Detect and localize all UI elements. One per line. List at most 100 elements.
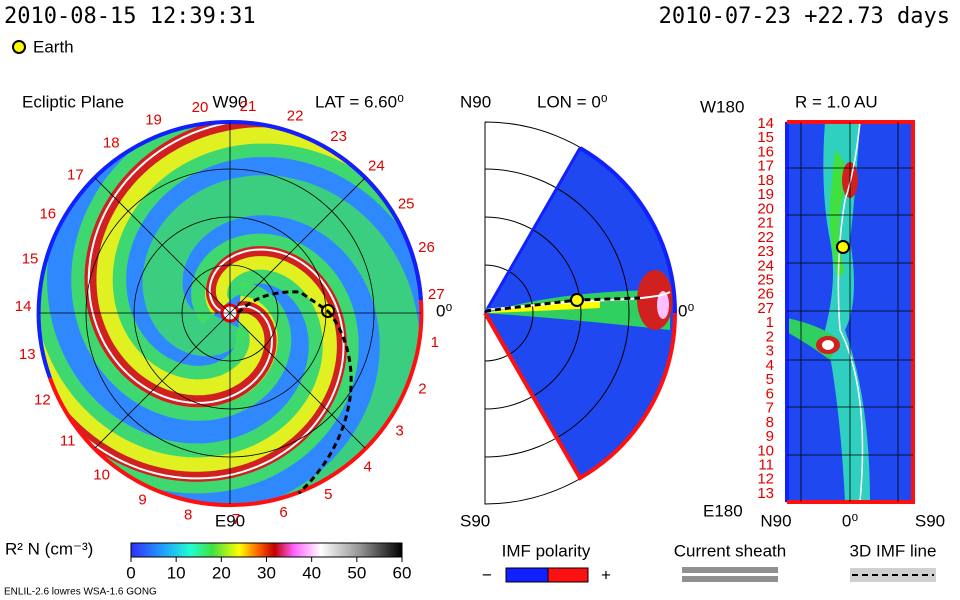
day-label: 20	[757, 200, 774, 217]
colorbar-label: R² N (cm⁻³)	[5, 539, 93, 558]
day-label: 22	[287, 107, 304, 124]
polarity-arc-neg-2	[229, 119, 423, 301]
polarity-pos	[483, 312, 678, 481]
day-label: 17	[757, 158, 774, 175]
day-label: 14	[757, 115, 774, 132]
polarity-neg	[578, 146, 678, 314]
day-label: 24	[368, 158, 385, 175]
day-label: 11	[60, 432, 76, 449]
spiral-band	[39, 122, 345, 480]
day-label: 15	[757, 129, 774, 146]
polarity-pos-swatch	[547, 567, 589, 583]
day-label: 2	[418, 380, 426, 397]
day-label: 7	[232, 511, 240, 528]
day-label: 2	[766, 328, 774, 345]
azimuth-line	[94, 312, 231, 449]
azimuth-line	[94, 177, 231, 314]
polarity-minus: −	[482, 565, 492, 584]
day-label: 13	[19, 346, 36, 363]
polarity-edge	[483, 147, 582, 314]
x-right: S90	[915, 511, 945, 530]
right-label: 0⁰	[678, 301, 694, 320]
day-label: 8	[766, 414, 774, 431]
day-label: 23	[757, 243, 774, 260]
day-label: 9	[766, 428, 774, 445]
day-label: 4	[363, 459, 371, 476]
bottom-left: S90	[460, 511, 490, 530]
day-label: 7	[766, 400, 774, 417]
current-sheath	[837, 122, 864, 502]
day-label: 26	[757, 286, 774, 303]
top-left: W180	[700, 97, 744, 116]
x-mid: 0⁰	[842, 511, 858, 530]
day-label: 21	[757, 215, 774, 232]
spiral-band	[39, 122, 347, 482]
day-label: 24	[757, 257, 774, 274]
colorbar-tick-label: 30	[257, 563, 276, 582]
day-label: 18	[757, 172, 774, 189]
blob-white	[822, 340, 834, 350]
right-label: 0⁰	[436, 301, 452, 320]
day-label: 15	[22, 250, 39, 267]
datetime: 2010-08-15 12:39:31	[4, 4, 256, 29]
meridional-panel: N90 LON = 0⁰ S90 0⁰	[460, 92, 694, 530]
day-label: 12	[34, 391, 51, 408]
top-label: W90	[213, 92, 248, 111]
day-label: 3	[395, 423, 403, 440]
day-label: 22	[757, 229, 774, 246]
ecliptic-panel: Ecliptic Plane W90 LAT = 6.60⁰ E90 0⁰ 12…	[15, 92, 453, 530]
day-label: 19	[757, 186, 774, 203]
day-label: 6	[766, 385, 774, 402]
day-label: 13	[757, 485, 774, 502]
day-label: 11	[758, 457, 774, 474]
polarity-neg-swatch	[505, 567, 549, 583]
reference-time: 2010-07-23 +22.73 days	[659, 4, 950, 29]
imf-line	[297, 310, 353, 495]
day-label: 6	[279, 504, 287, 521]
earth-legend: Earth	[33, 37, 74, 56]
x-left: N90	[760, 511, 791, 530]
colorbar-tick-label: 50	[347, 563, 366, 582]
day-label: 4	[766, 357, 774, 374]
day-label: 26	[418, 239, 435, 256]
current-sheath-title: Current sheath	[674, 541, 786, 560]
footer: ENLIL-2.6 lowres WSA-1.6 GONG	[4, 587, 157, 598]
day-label: 10	[757, 442, 774, 459]
day-label: 8	[184, 507, 192, 524]
day-label: 19	[145, 112, 162, 129]
day-label: 25	[757, 272, 774, 289]
day-label: 1	[766, 314, 774, 331]
colorbar-scale	[130, 542, 403, 558]
top-left: N90	[460, 92, 491, 111]
colorbar-tick-label: 0	[126, 563, 135, 582]
day-label: 17	[67, 166, 84, 183]
day-label: 12	[757, 471, 774, 488]
colorbar-tick-label: 60	[393, 563, 412, 582]
day-label: 16	[757, 143, 774, 160]
earth	[836, 240, 850, 254]
day-label: 10	[93, 466, 110, 483]
density-bands	[39, 122, 421, 504]
day-label: 23	[330, 128, 347, 145]
day-label: 20	[192, 99, 209, 116]
earth-icon	[12, 40, 26, 54]
colorbar-tick-label: 40	[302, 563, 321, 582]
day-label: 1	[431, 334, 439, 351]
day-label: 27	[428, 286, 445, 303]
day-label: 18	[103, 134, 120, 151]
earth	[570, 293, 584, 307]
bottom-label: E90	[215, 511, 245, 530]
colorbar-tick-label: 10	[167, 563, 186, 582]
radial-panel: W180 R = 1.0 AU E180 N90 0⁰ S90 14151617…	[700, 92, 945, 530]
day-label: 16	[39, 206, 56, 223]
polarity-arc-neg	[36, 119, 231, 379]
legends: IMF polarity − + Current sheath 3D IMF l…	[482, 541, 936, 584]
imf-line-title: 3D IMF line	[850, 541, 937, 560]
spiral-band	[39, 175, 420, 504]
imf-polarity-title: IMF polarity	[502, 541, 591, 560]
range-rings	[484, 168, 630, 458]
spiral-band	[39, 122, 345, 480]
day-label: 3	[766, 343, 774, 360]
current-sheath	[484, 291, 671, 311]
